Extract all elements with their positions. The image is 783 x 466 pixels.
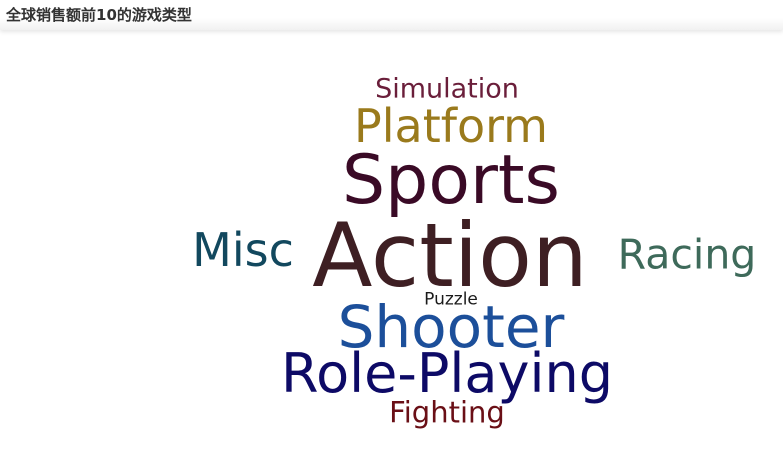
word-shooter: Shooter bbox=[337, 293, 565, 361]
word-sports: Sports bbox=[342, 141, 560, 220]
word-misc: Misc bbox=[192, 223, 294, 277]
word-role-playing: Role-Playing bbox=[281, 342, 613, 405]
word-puzzle: Puzzle bbox=[424, 289, 478, 310]
word-platform: Platform bbox=[354, 99, 548, 153]
title-bar: 全球销售额前10的游戏类型 bbox=[0, 0, 783, 30]
chart-title: 全球销售额前10的游戏类型 bbox=[6, 6, 192, 24]
word-fighting: Fighting bbox=[389, 395, 505, 430]
word-simulation: Simulation bbox=[375, 73, 519, 105]
word-action: Action bbox=[312, 204, 588, 307]
word-racing: Racing bbox=[617, 230, 757, 279]
